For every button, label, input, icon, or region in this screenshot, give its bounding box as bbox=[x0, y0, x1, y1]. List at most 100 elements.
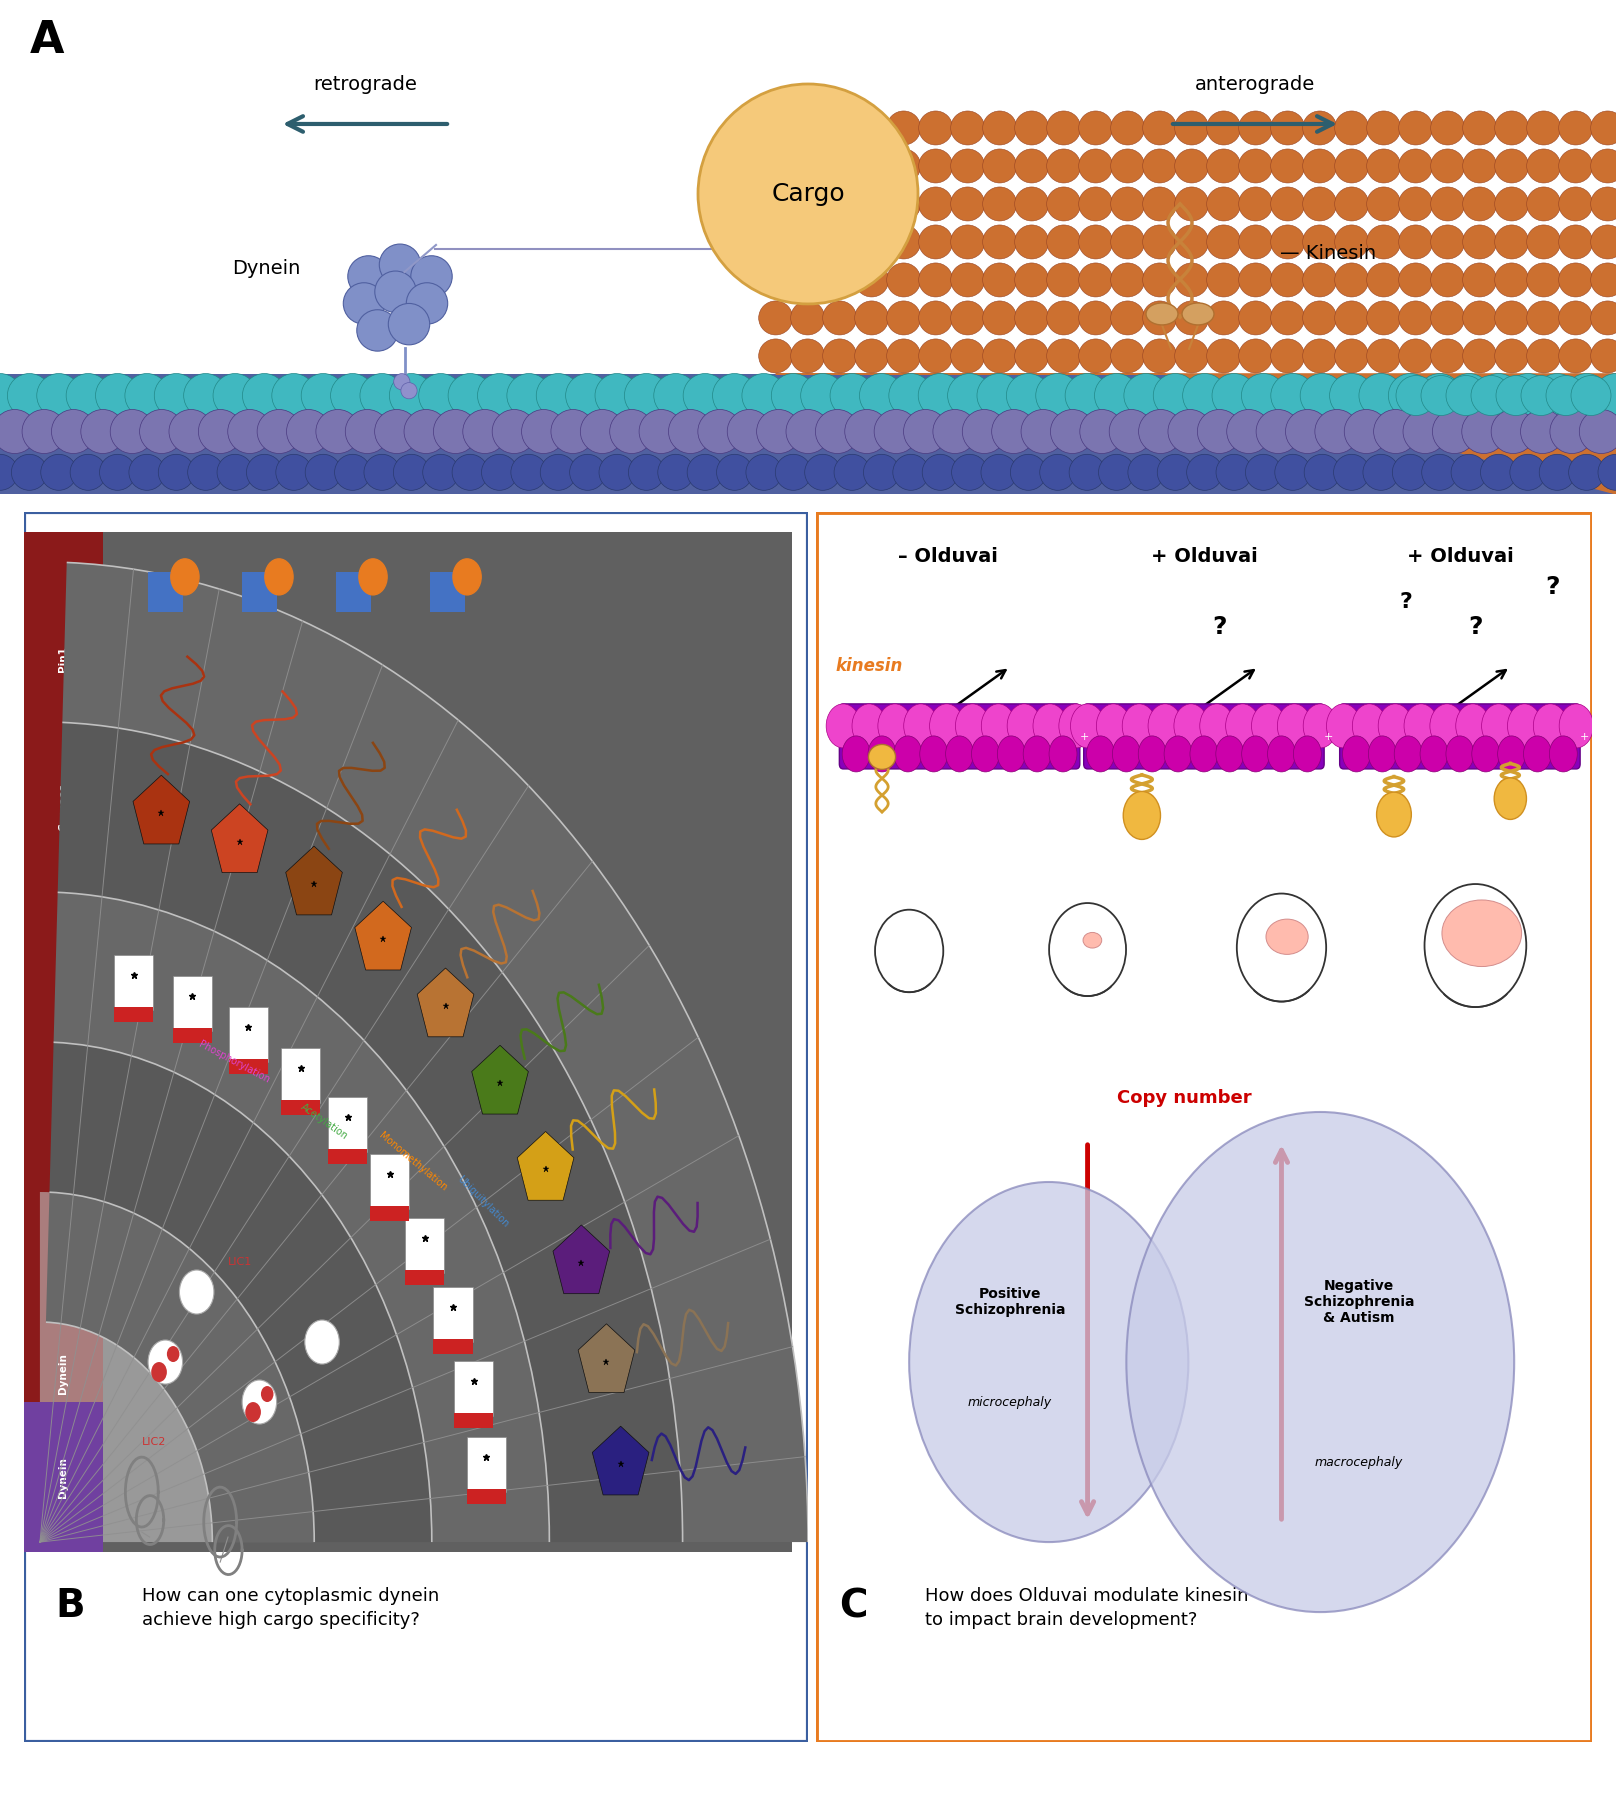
Ellipse shape bbox=[1236, 894, 1327, 1002]
Circle shape bbox=[154, 374, 199, 417]
Circle shape bbox=[1079, 262, 1113, 296]
Text: How does Olduvai modulate kinesin
to impact brain development?: How does Olduvai modulate kinesin to imp… bbox=[924, 1588, 1248, 1629]
Circle shape bbox=[1015, 187, 1049, 221]
Circle shape bbox=[1239, 224, 1273, 259]
Text: Phosphorylation: Phosphorylation bbox=[197, 1040, 271, 1085]
Circle shape bbox=[1239, 187, 1273, 221]
Circle shape bbox=[1110, 187, 1144, 221]
Circle shape bbox=[863, 454, 900, 490]
FancyBboxPatch shape bbox=[454, 1413, 493, 1428]
FancyBboxPatch shape bbox=[24, 1403, 103, 1552]
Circle shape bbox=[271, 374, 315, 417]
Text: +: + bbox=[1580, 733, 1590, 742]
Circle shape bbox=[1015, 262, 1049, 296]
Circle shape bbox=[404, 409, 448, 454]
Circle shape bbox=[1521, 375, 1561, 415]
Circle shape bbox=[1550, 736, 1577, 772]
Circle shape bbox=[166, 1345, 179, 1361]
Circle shape bbox=[213, 374, 257, 417]
Circle shape bbox=[742, 374, 785, 417]
Circle shape bbox=[918, 339, 953, 374]
Circle shape bbox=[950, 187, 984, 221]
Circle shape bbox=[1495, 302, 1529, 334]
Circle shape bbox=[482, 454, 517, 490]
Text: B: B bbox=[55, 1588, 86, 1625]
Circle shape bbox=[950, 262, 984, 296]
Circle shape bbox=[1430, 302, 1464, 334]
Circle shape bbox=[1593, 374, 1616, 417]
Circle shape bbox=[950, 302, 984, 334]
Circle shape bbox=[1047, 149, 1081, 183]
Circle shape bbox=[1495, 778, 1527, 819]
Circle shape bbox=[918, 262, 953, 296]
Ellipse shape bbox=[1049, 903, 1126, 997]
Circle shape bbox=[1246, 454, 1281, 490]
Circle shape bbox=[790, 262, 824, 296]
Circle shape bbox=[1047, 262, 1081, 296]
Circle shape bbox=[903, 704, 937, 747]
Circle shape bbox=[1010, 454, 1047, 490]
Circle shape bbox=[1509, 454, 1547, 490]
Circle shape bbox=[887, 224, 921, 259]
Circle shape bbox=[1367, 187, 1401, 221]
Circle shape bbox=[357, 309, 398, 352]
Circle shape bbox=[910, 1182, 1188, 1543]
FancyBboxPatch shape bbox=[454, 1361, 493, 1415]
FancyBboxPatch shape bbox=[229, 1060, 268, 1074]
Circle shape bbox=[511, 454, 546, 490]
Text: +: + bbox=[1079, 733, 1089, 742]
Circle shape bbox=[1270, 149, 1304, 183]
Circle shape bbox=[1367, 111, 1401, 145]
Circle shape bbox=[1099, 454, 1134, 490]
Circle shape bbox=[877, 704, 911, 747]
Text: A: A bbox=[31, 20, 65, 63]
Circle shape bbox=[347, 255, 389, 296]
Circle shape bbox=[1015, 302, 1049, 334]
FancyBboxPatch shape bbox=[406, 1218, 444, 1273]
Text: Pin1: Pin1 bbox=[58, 647, 68, 672]
Circle shape bbox=[95, 374, 139, 417]
FancyBboxPatch shape bbox=[229, 1008, 268, 1061]
Circle shape bbox=[962, 409, 1007, 454]
Circle shape bbox=[831, 374, 874, 417]
Circle shape bbox=[152, 1361, 166, 1383]
Circle shape bbox=[551, 409, 595, 454]
Circle shape bbox=[110, 409, 154, 454]
Circle shape bbox=[1330, 374, 1374, 417]
Circle shape bbox=[1207, 224, 1241, 259]
Circle shape bbox=[1462, 339, 1496, 374]
FancyBboxPatch shape bbox=[115, 1006, 154, 1022]
Circle shape bbox=[1015, 111, 1049, 145]
Circle shape bbox=[852, 704, 886, 747]
FancyBboxPatch shape bbox=[103, 532, 792, 1552]
Circle shape bbox=[823, 149, 856, 183]
Text: Ubiquitylation: Ubiquitylation bbox=[456, 1175, 511, 1230]
Circle shape bbox=[1173, 704, 1209, 747]
Circle shape bbox=[785, 409, 831, 454]
Circle shape bbox=[1377, 792, 1411, 837]
Circle shape bbox=[629, 454, 664, 490]
Circle shape bbox=[360, 374, 404, 417]
Text: LIC1: LIC1 bbox=[228, 1257, 252, 1266]
Text: Acetylation: Acetylation bbox=[299, 1103, 349, 1142]
Circle shape bbox=[950, 224, 984, 259]
Circle shape bbox=[887, 339, 921, 374]
Circle shape bbox=[1215, 454, 1252, 490]
FancyBboxPatch shape bbox=[430, 571, 465, 612]
Circle shape bbox=[1399, 302, 1433, 334]
FancyBboxPatch shape bbox=[24, 532, 103, 1552]
Circle shape bbox=[929, 704, 963, 747]
Circle shape bbox=[1047, 111, 1081, 145]
Circle shape bbox=[771, 374, 816, 417]
Circle shape bbox=[1451, 454, 1487, 490]
Circle shape bbox=[1315, 409, 1359, 454]
Circle shape bbox=[1241, 736, 1270, 772]
Circle shape bbox=[1590, 111, 1616, 145]
Circle shape bbox=[1007, 374, 1050, 417]
Circle shape bbox=[1039, 454, 1076, 490]
Circle shape bbox=[918, 302, 953, 334]
Circle shape bbox=[171, 559, 199, 594]
Circle shape bbox=[981, 454, 1016, 490]
Circle shape bbox=[1047, 339, 1081, 374]
Circle shape bbox=[393, 454, 430, 490]
